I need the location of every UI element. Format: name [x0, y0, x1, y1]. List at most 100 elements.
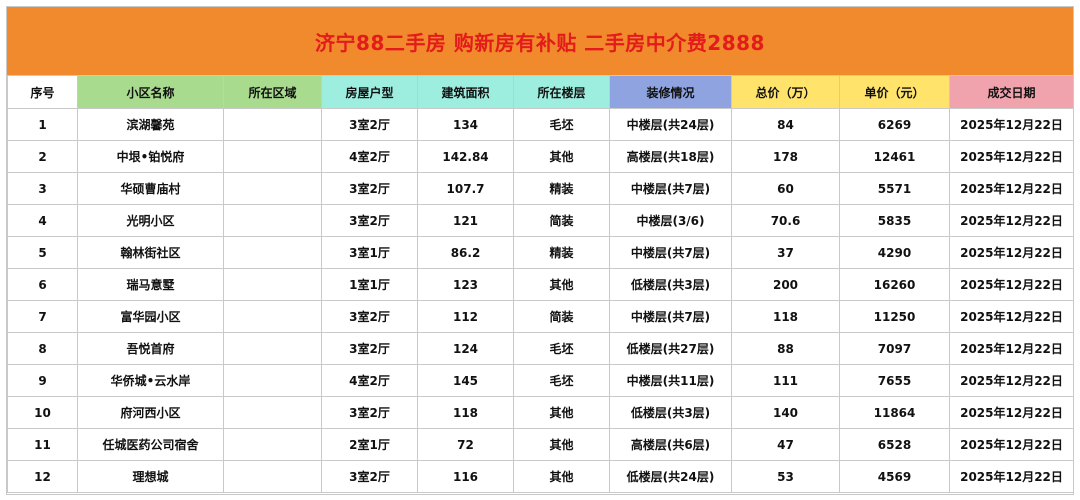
cell-decor: 中楼层(共7层) — [609, 300, 732, 333]
cell-floor: 毛坯 — [513, 332, 610, 365]
cell-unit: 16260 — [839, 268, 950, 301]
page-title: 济宁88二手房 购新房有补贴 二手房中介费2888 — [315, 30, 765, 55]
cell-decor: 高楼层(共18层) — [609, 140, 732, 173]
cell-total: 140 — [731, 396, 840, 429]
cell-name: 吾悦首府 — [77, 332, 224, 365]
cell-area — [223, 300, 322, 333]
table-row: 2 中垠•铂悦府 4室2厅 142.84 其他 高楼层(共18层) 178 12461 2025… — [7, 140, 1074, 173]
cell-no: 1 — [7, 108, 78, 141]
column-header-date: 成交日期 — [949, 75, 1074, 109]
cell-date: 2025年12月22日 — [949, 236, 1074, 269]
cell-size: 124 — [417, 332, 514, 365]
cell-decor: 中楼层(共7层) — [609, 172, 732, 205]
table-row: 6 瑞马意墅 1室1厅 123 其他 低楼层(共3层) 200 16260 2025年12月22… — [7, 268, 1074, 301]
cell-total: 53 — [731, 460, 840, 493]
cell-size: 118 — [417, 396, 514, 429]
table-body: 1 滨湖馨苑 3室2厅 134 毛坯 中楼层(共24层) 84 6269 2025年12月22日… — [7, 108, 1074, 493]
cell-date: 2025年12月22日 — [949, 108, 1074, 141]
cell-size: 72 — [417, 428, 514, 461]
listings-table: 序号 小区名称 所在区域 房屋户型 建筑面积 所在楼层 装修情况 总价（万） 单价（元） 成交日期… — [7, 75, 1074, 493]
cell-size: 116 — [417, 460, 514, 493]
cell-decor: 中楼层(3/6) — [609, 204, 732, 237]
cell-name: 府河西小区 — [77, 396, 224, 429]
cell-date: 2025年12月22日 — [949, 204, 1074, 237]
cell-layout: 3室2厅 — [321, 460, 418, 493]
cell-no: 11 — [7, 428, 78, 461]
cell-decor: 低楼层(共24层) — [609, 460, 732, 493]
cell-layout: 2室1厅 — [321, 428, 418, 461]
cell-no: 4 — [7, 204, 78, 237]
cell-area — [223, 204, 322, 237]
cell-floor: 毛坯 — [513, 108, 610, 141]
cell-layout: 4室2厅 — [321, 364, 418, 397]
cell-area — [223, 396, 322, 429]
cell-date: 2025年12月22日 — [949, 140, 1074, 173]
title-banner: 济宁88二手房 购新房有补贴 二手房中介费2888 — [7, 7, 1073, 75]
table-row: 5 翰林街社区 3室1厅 86.2 精装 中楼层(共7层) 37 4290 2025年12月22… — [7, 236, 1074, 269]
table-row: 11 任城医药公司宿舍 2室1厅 72 其他 高楼层(共6层) 47 6528 2025年12月… — [7, 428, 1074, 461]
cell-area — [223, 364, 322, 397]
cell-name: 华硕曹庙村 — [77, 172, 224, 205]
cell-unit: 11250 — [839, 300, 950, 333]
cell-unit: 6269 — [839, 108, 950, 141]
column-header-name: 小区名称 — [77, 75, 224, 109]
cell-no: 7 — [7, 300, 78, 333]
cell-floor: 简装 — [513, 204, 610, 237]
cell-decor: 中楼层(共7层) — [609, 236, 732, 269]
cell-total: 178 — [731, 140, 840, 173]
cell-name: 滨湖馨苑 — [77, 108, 224, 141]
cell-total: 88 — [731, 332, 840, 365]
column-header-unit: 单价（元） — [839, 75, 950, 109]
cell-no: 5 — [7, 236, 78, 269]
cell-date: 2025年12月22日 — [949, 460, 1074, 493]
table-header-row: 序号 小区名称 所在区域 房屋户型 建筑面积 所在楼层 装修情况 总价（万） 单价（元） 成交日期 — [7, 75, 1074, 109]
cell-layout: 3室2厅 — [321, 300, 418, 333]
cell-total: 111 — [731, 364, 840, 397]
cell-date: 2025年12月22日 — [949, 428, 1074, 461]
cell-total: 60 — [731, 172, 840, 205]
cell-layout: 4室2厅 — [321, 140, 418, 173]
cell-no: 2 — [7, 140, 78, 173]
table-row: 3 华硕曹庙村 3室2厅 107.7 精装 中楼层(共7层) 60 5571 2025年12月2… — [7, 172, 1074, 205]
cell-decor: 中楼层(共11层) — [609, 364, 732, 397]
cell-decor: 低楼层(共27层) — [609, 332, 732, 365]
cell-no: 8 — [7, 332, 78, 365]
cell-unit: 5835 — [839, 204, 950, 237]
cell-date: 2025年12月22日 — [949, 172, 1074, 205]
cell-floor: 毛坯 — [513, 364, 610, 397]
column-header-layout: 房屋户型 — [321, 75, 418, 109]
cell-total: 47 — [731, 428, 840, 461]
cell-name: 光明小区 — [77, 204, 224, 237]
cell-area — [223, 236, 322, 269]
cell-total: 37 — [731, 236, 840, 269]
cell-size: 121 — [417, 204, 514, 237]
table-row: 10 府河西小区 3室2厅 118 其他 低楼层(共3层) 140 11864 2025年12月… — [7, 396, 1074, 429]
cell-area — [223, 172, 322, 205]
cell-total: 118 — [731, 300, 840, 333]
cell-unit: 6528 — [839, 428, 950, 461]
column-header-no: 序号 — [7, 75, 78, 109]
cell-name: 理想城 — [77, 460, 224, 493]
cell-area — [223, 268, 322, 301]
cell-decor: 高楼层(共6层) — [609, 428, 732, 461]
cell-date: 2025年12月22日 — [949, 332, 1074, 365]
cell-no: 9 — [7, 364, 78, 397]
cell-name: 任城医药公司宿舍 — [77, 428, 224, 461]
cell-unit: 4290 — [839, 236, 950, 269]
cell-floor: 其他 — [513, 268, 610, 301]
cell-size: 134 — [417, 108, 514, 141]
cell-date: 2025年12月22日 — [949, 396, 1074, 429]
cell-size: 107.7 — [417, 172, 514, 205]
cell-date: 2025年12月22日 — [949, 268, 1074, 301]
table-row: 8 吾悦首府 3室2厅 124 毛坯 低楼层(共27层) 88 7097 2025年12月22日 — [7, 332, 1074, 365]
cell-layout: 3室2厅 — [321, 204, 418, 237]
table-row: 1 滨湖馨苑 3室2厅 134 毛坯 中楼层(共24层) 84 6269 2025年12月22日 — [7, 108, 1074, 141]
cell-floor: 精装 — [513, 172, 610, 205]
cell-layout: 3室2厅 — [321, 396, 418, 429]
column-header-decor: 装修情况 — [609, 75, 732, 109]
table-row: 9 华侨城•云水岸 4室2厅 145 毛坯 中楼层(共11层) 111 7655 2025年12… — [7, 364, 1074, 397]
cell-total: 200 — [731, 268, 840, 301]
cell-name: 华侨城•云水岸 — [77, 364, 224, 397]
cell-area — [223, 108, 322, 141]
cell-size: 123 — [417, 268, 514, 301]
